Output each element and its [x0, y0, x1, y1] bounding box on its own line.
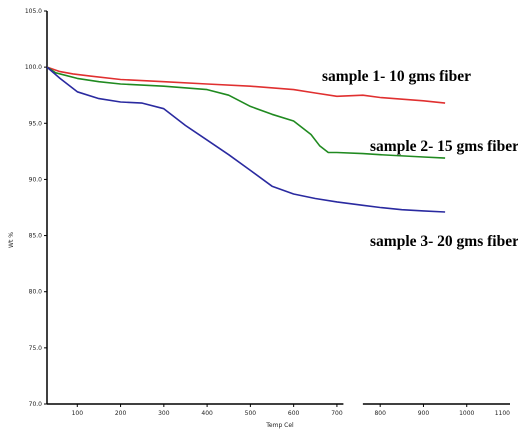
x-tick-label: 1000 — [459, 410, 474, 417]
y-tick-label: 75.0 — [29, 345, 43, 352]
tick-labels: 70.0 75.0 80.0 85.0 90.0 95.0 100.0 105.0 100 200… — [25, 8, 510, 417]
x-tick-label: 800 — [374, 410, 386, 417]
y-tick-label: 90.0 — [29, 176, 43, 183]
series-line-2 — [46, 66, 446, 159]
x-axis-label: Temp Cel — [265, 422, 294, 429]
y-tick-label: 85.0 — [29, 233, 43, 240]
x-tick-label: 1100 — [495, 410, 510, 417]
y-tick-label: 95.0 — [29, 120, 43, 127]
x-tick-label: 900 — [418, 410, 430, 417]
x-tick-label: 200 — [115, 410, 127, 417]
y-axis-label: Wt % — [8, 232, 15, 248]
y-tick-label: 80.0 — [29, 289, 43, 296]
annotations: sample 1- 10 gms fiber sample 2- 15 gms … — [322, 68, 518, 250]
y-tick-label: 70.0 — [29, 401, 43, 408]
x-tick-label: 700 — [331, 410, 343, 417]
y-tick-label: 100.0 — [25, 64, 42, 71]
series-label-sample-1: sample 1- 10 gms fiber — [322, 68, 471, 85]
x-tick-label: 400 — [201, 410, 213, 417]
axes — [46, 11, 510, 405]
x-tick-label: 300 — [158, 410, 170, 417]
series-group — [46, 66, 446, 213]
x-tick-label: 500 — [245, 410, 257, 417]
series-line-3 — [46, 66, 446, 213]
series-label-sample-3: sample 3- 20 gms fiber — [370, 233, 518, 250]
x-tick-label: 100 — [72, 410, 84, 417]
axis-break — [343, 11, 363, 406]
y-tick-label: 105.0 — [25, 8, 42, 15]
series-line-1 — [46, 66, 446, 104]
series-label-sample-2: sample 2- 15 gms fiber — [370, 138, 518, 155]
x-tick-label: 600 — [288, 410, 300, 417]
axis-break-gap — [343, 11, 363, 406]
